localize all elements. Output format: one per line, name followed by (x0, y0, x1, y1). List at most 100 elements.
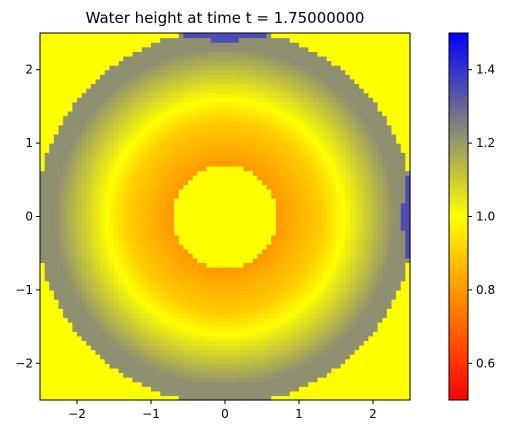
heatmap-cell (90, 308, 97, 314)
heatmap-cell (294, 372, 300, 378)
heatmap-cell (67, 211, 73, 218)
heatmap-cell (225, 152, 231, 158)
heatmap-cell (90, 88, 97, 94)
heatmap-cell (49, 152, 55, 158)
heatmap-cell (322, 60, 328, 66)
heatmap-cell (220, 156, 226, 163)
heatmap-cell (303, 124, 309, 130)
heatmap-cell (44, 211, 50, 218)
heatmap-cell (164, 280, 171, 286)
heatmap-cell (266, 42, 272, 48)
heatmap-cell (40, 239, 46, 245)
heatmap-cell (137, 216, 143, 222)
heatmap-cell (234, 120, 240, 126)
heatmap-cell (40, 234, 46, 241)
heatmap-cell (326, 340, 332, 346)
heatmap-cell (77, 285, 83, 291)
heatmap-cell (77, 166, 83, 172)
heatmap-cell (109, 184, 115, 190)
heatmap-cell (312, 110, 319, 117)
heatmap-cell (86, 92, 92, 98)
heatmap-cell (206, 386, 212, 392)
heatmap-cell (308, 340, 314, 346)
heatmap-cell (164, 230, 171, 236)
heatmap-cell (215, 156, 221, 163)
heatmap-cell (312, 372, 319, 378)
heatmap-cell (141, 303, 147, 309)
heatmap-cell (90, 156, 97, 163)
heatmap-cell (67, 239, 73, 245)
heatmap-cell (127, 55, 134, 62)
heatmap-cell (40, 308, 46, 314)
heatmap-cell (109, 65, 115, 71)
heatmap-cell (63, 55, 69, 62)
heatmap-cell (146, 175, 152, 181)
heatmap-cell (188, 317, 194, 323)
heatmap-cell (285, 377, 291, 383)
heatmap-cell (266, 198, 272, 204)
heatmap-cell (63, 60, 69, 66)
heatmap-cell (308, 381, 314, 387)
heatmap-cell (280, 120, 286, 126)
heatmap-cell (137, 322, 143, 328)
heatmap-cell (271, 308, 277, 314)
heatmap-cell (188, 60, 194, 66)
heatmap-cell (248, 110, 254, 117)
heatmap-cell (127, 294, 134, 300)
heatmap-cell (201, 170, 208, 176)
heatmap-cell (109, 322, 115, 328)
heatmap-cell (95, 147, 101, 153)
heatmap-cell (137, 33, 143, 39)
heatmap-cell (285, 234, 291, 241)
heatmap-cell (132, 74, 138, 80)
heatmap-cell (178, 335, 184, 341)
heatmap-cell (160, 184, 166, 190)
heatmap-cell (123, 106, 129, 112)
heatmap-cell (183, 322, 189, 328)
heatmap-cell (178, 101, 184, 107)
heatmap-cell (303, 202, 309, 208)
heatmap-cell (109, 386, 115, 392)
heatmap-cell (123, 69, 129, 75)
heatmap-cell (178, 271, 184, 277)
heatmap-cell (164, 344, 171, 351)
heatmap-cell (243, 46, 249, 52)
heatmap-cell (86, 106, 92, 112)
heatmap-cell (132, 317, 138, 323)
heatmap-cell (104, 83, 110, 89)
heatmap-cell (285, 46, 291, 52)
heatmap-cell (215, 390, 221, 397)
heatmap-cell (201, 184, 208, 190)
heatmap-cell (155, 51, 161, 57)
heatmap-cell (201, 363, 208, 369)
heatmap-cell (285, 225, 291, 231)
heatmap-cell (81, 294, 87, 300)
heatmap-cell (308, 179, 314, 185)
heatmap-cell (326, 317, 332, 323)
heatmap-cell (72, 46, 78, 52)
heatmap-cell (220, 74, 226, 80)
heatmap-cell (257, 193, 263, 199)
heatmap-cell (127, 202, 134, 208)
heatmap-cell (192, 354, 198, 360)
heatmap-cell (289, 120, 295, 126)
heatmap-cell (192, 78, 198, 85)
heatmap-cell (266, 193, 272, 199)
heatmap-cell (206, 299, 212, 305)
heatmap-cell (238, 340, 245, 346)
heatmap-cell (67, 202, 73, 208)
heatmap-cell (53, 276, 60, 282)
heatmap-cell (271, 97, 277, 103)
heatmap-cell (95, 138, 101, 144)
heatmap-cell (49, 377, 55, 383)
heatmap-cell (206, 179, 212, 185)
heatmap-cell (81, 188, 87, 195)
heatmap-cell (303, 377, 309, 383)
heatmap-cell (317, 55, 323, 62)
heatmap-cell (104, 326, 110, 332)
heatmap-cell (234, 390, 240, 397)
heatmap-cell (322, 65, 328, 71)
heatmap-cell (271, 349, 277, 355)
heatmap-cell (114, 349, 120, 355)
heatmap-cell (303, 308, 309, 314)
